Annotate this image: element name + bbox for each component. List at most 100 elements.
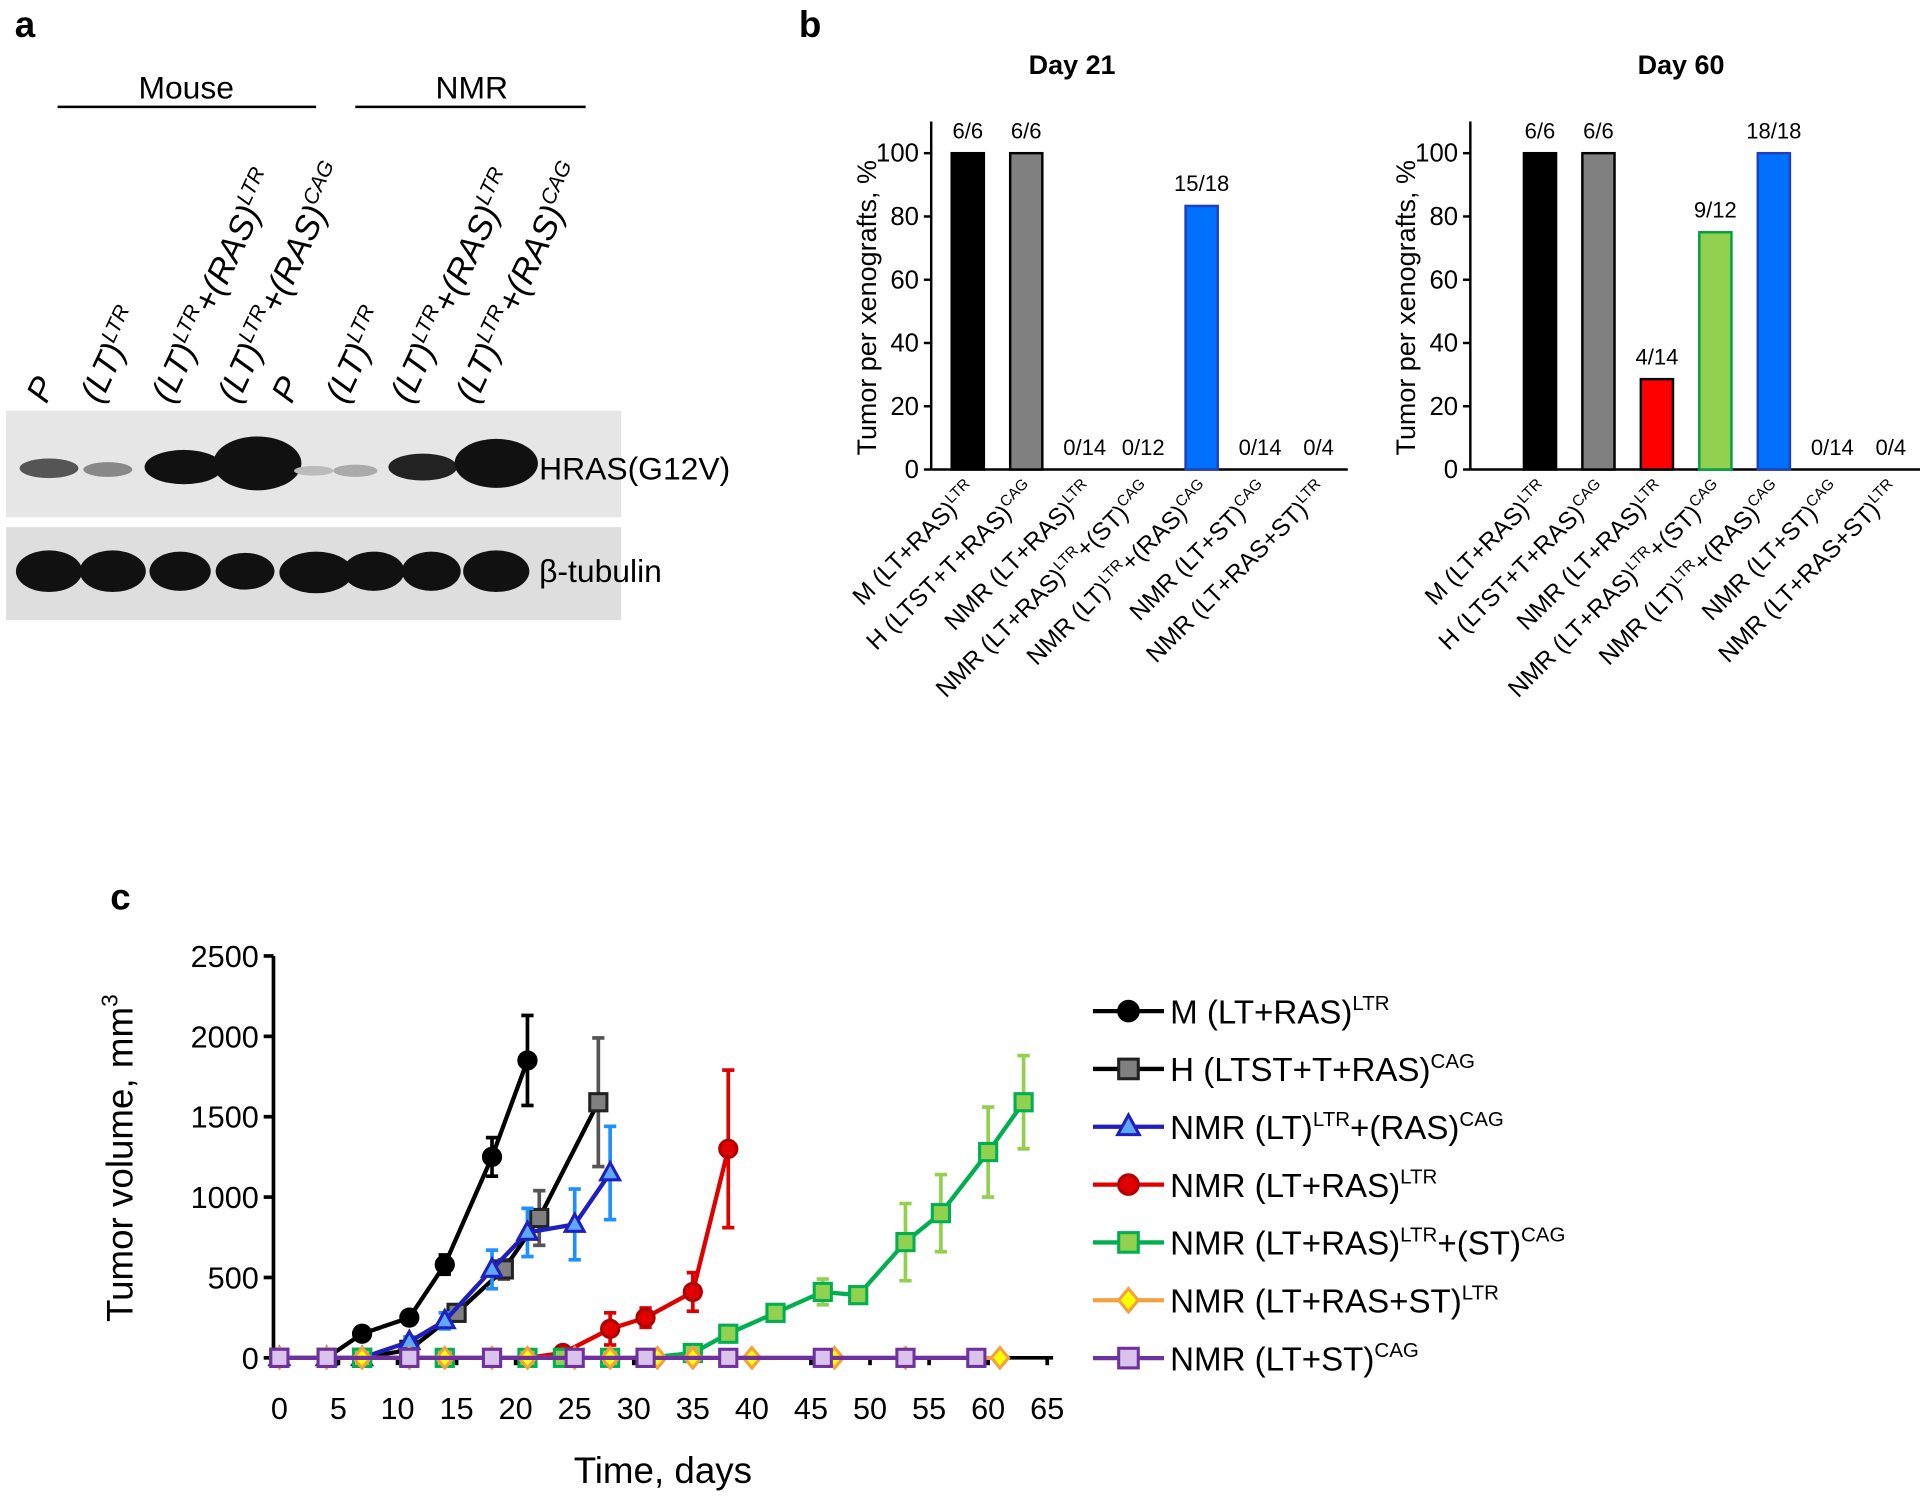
label-part: H (LTST+T+RAS) bbox=[1170, 1052, 1430, 1089]
y-tick-label: 60 bbox=[1429, 266, 1458, 294]
legend-marker bbox=[1117, 1231, 1140, 1254]
y-tick-label: 100 bbox=[876, 140, 919, 168]
legend-marker bbox=[1117, 1173, 1140, 1196]
value-label: 0/14 bbox=[1811, 435, 1854, 460]
band bbox=[388, 453, 458, 481]
label-part: (LT) bbox=[144, 337, 204, 408]
marker bbox=[765, 1302, 786, 1323]
group-label: NMR bbox=[435, 69, 508, 105]
bar bbox=[1008, 151, 1044, 471]
superscript: LTR bbox=[1352, 992, 1389, 1015]
x-tick-label: 45 bbox=[794, 1392, 828, 1426]
label-part: NMR (LT+ST) bbox=[1170, 1341, 1374, 1378]
label-part: (LT) bbox=[448, 337, 508, 408]
marker bbox=[718, 1138, 739, 1159]
value-label: 15/18 bbox=[1174, 171, 1229, 196]
marker bbox=[895, 1231, 916, 1253]
x-tick-label: 40 bbox=[735, 1392, 769, 1426]
value-label: 6/6 bbox=[952, 118, 983, 143]
x-tick-label: 30 bbox=[617, 1392, 651, 1426]
superscript: CAG bbox=[1114, 475, 1149, 510]
marker bbox=[515, 1218, 540, 1241]
legend-marker bbox=[1117, 999, 1140, 1023]
band bbox=[79, 550, 146, 593]
blot-image bbox=[6, 105, 622, 621]
legend-marker bbox=[1115, 1111, 1142, 1137]
marker bbox=[1013, 1092, 1034, 1113]
band bbox=[333, 464, 378, 477]
label-part: (LT) bbox=[318, 337, 378, 408]
superscript: LTR bbox=[341, 301, 379, 346]
marker bbox=[399, 1307, 420, 1328]
marker bbox=[481, 1347, 503, 1368]
label-part: NMR (LT+RAS) bbox=[1170, 1168, 1400, 1205]
superscript: CAG bbox=[997, 475, 1032, 510]
marker bbox=[481, 1146, 503, 1168]
panel-label: b bbox=[799, 4, 821, 45]
band bbox=[144, 449, 223, 485]
marker bbox=[399, 1347, 420, 1368]
y-tick-label: 80 bbox=[1429, 203, 1458, 231]
bar bbox=[1522, 151, 1558, 471]
marker bbox=[978, 1141, 999, 1163]
value-label: 18/18 bbox=[1746, 118, 1801, 143]
superscript: CAG bbox=[1172, 475, 1207, 510]
superscript: LTR bbox=[232, 163, 270, 208]
band bbox=[279, 551, 353, 594]
marker bbox=[895, 1347, 916, 1368]
legend-label: NMR (LT+RAS+ST)LTR bbox=[1170, 1281, 1499, 1320]
marker bbox=[517, 1050, 538, 1071]
legend-label: M (LT+RAS)LTR bbox=[1170, 992, 1389, 1031]
superscript: LTR bbox=[1400, 1223, 1437, 1246]
bar bbox=[950, 151, 986, 471]
y-tick-label: 40 bbox=[890, 330, 919, 358]
marker bbox=[564, 1347, 585, 1368]
y-tick-label: 1000 bbox=[191, 1181, 259, 1215]
lane-label: P bbox=[19, 371, 63, 408]
x-tick-label: NMR (LT+RAS)LTR+(ST)CAG bbox=[930, 475, 1157, 702]
marker bbox=[600, 1318, 621, 1340]
marker bbox=[635, 1307, 656, 1328]
value-label: 0/4 bbox=[1875, 435, 1906, 460]
superscript: CAG bbox=[298, 157, 339, 209]
label-part: NMR (LT) bbox=[1170, 1110, 1313, 1147]
lane-label: P bbox=[264, 371, 308, 408]
superscript: CAG bbox=[1459, 1108, 1503, 1131]
marker bbox=[989, 1345, 1011, 1371]
y-tick-label: 500 bbox=[208, 1261, 259, 1295]
bar bbox=[1581, 151, 1616, 471]
value-label: 4/14 bbox=[1635, 344, 1678, 369]
superscript: CAG bbox=[1569, 475, 1604, 510]
chart-title: Day 21 bbox=[1029, 50, 1116, 80]
x-tick-label: 55 bbox=[912, 1392, 946, 1426]
legend-label: NMR (LT+ST)CAG bbox=[1170, 1339, 1419, 1378]
bar bbox=[1639, 377, 1675, 471]
superscript: CAG bbox=[1803, 475, 1838, 510]
superscript: LTR bbox=[96, 301, 134, 346]
x-tick-label: 20 bbox=[499, 1392, 533, 1426]
marker bbox=[598, 1159, 623, 1182]
y-tick-label: 0 bbox=[242, 1342, 259, 1376]
label-part: NMR (LT+RAS+ST) bbox=[1170, 1284, 1462, 1321]
y-tick-label: 60 bbox=[890, 266, 919, 294]
y-axis-title: Tumor per xenografts, % bbox=[852, 160, 882, 455]
label-part: NMR (LT+RAS) bbox=[1170, 1226, 1400, 1263]
band bbox=[83, 462, 133, 477]
marker bbox=[812, 1281, 833, 1303]
marker bbox=[588, 1092, 609, 1113]
legend-label: NMR (LT+RAS)LTR bbox=[1170, 1166, 1437, 1205]
superscript: LTR bbox=[471, 163, 509, 208]
row-label: HRAS(G12V) bbox=[539, 450, 730, 486]
group-label: Mouse bbox=[138, 69, 234, 105]
value-label: 0/4 bbox=[1303, 435, 1334, 460]
y-tick-label: 20 bbox=[890, 393, 919, 421]
x-tick-label: 5 bbox=[330, 1392, 347, 1426]
bar bbox=[1184, 204, 1219, 471]
label-part: (LT) bbox=[383, 337, 443, 408]
superscript: CAG bbox=[1521, 1223, 1565, 1246]
chart-title: Day 60 bbox=[1638, 50, 1725, 80]
superscript: CAG bbox=[1374, 1339, 1418, 1362]
bands bbox=[15, 436, 538, 594]
